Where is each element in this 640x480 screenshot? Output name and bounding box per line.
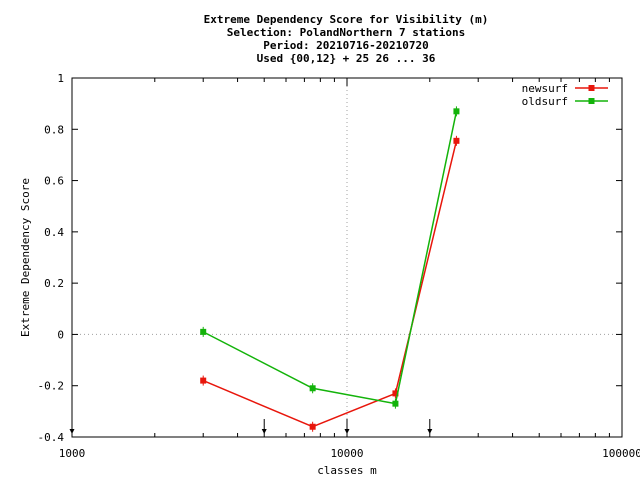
- series-line-newsurf: [202, 140, 458, 428]
- series: [200, 106, 460, 432]
- chart-title-line: Extreme Dependency Score for Visibility …: [204, 13, 489, 26]
- y-tick-label: 0.6: [44, 175, 64, 188]
- x-axis: 1000 10000 100000: [59, 78, 640, 460]
- chart-title: Extreme Dependency Score for Visibility …: [204, 13, 489, 65]
- chart-title-line: Used {00,12} + 25 26 ... 36: [257, 52, 436, 65]
- legend-marker: [588, 98, 595, 104]
- threshold-marker-arrow: [427, 429, 433, 434]
- series-line-oldsurf: [202, 111, 458, 405]
- legend-marker: [588, 85, 595, 91]
- x-tick-label: 10000: [330, 447, 363, 460]
- x-tick-label: 100000: [602, 447, 640, 460]
- grid: [72, 78, 622, 437]
- y-tick-label: 0.8: [44, 123, 64, 136]
- y-axis-label: Extreme Dependency Score: [19, 178, 32, 337]
- y-tick-label: -0.4: [38, 431, 65, 444]
- threshold-marker-arrow: [344, 429, 350, 434]
- x-axis-label: classes m: [317, 464, 377, 477]
- y-tick-label: 0: [57, 328, 64, 341]
- chart-title-line: Selection: PolandNorthern 7 stations: [227, 26, 465, 39]
- legend-label: newsurf: [522, 82, 568, 95]
- y-tick-label: 0.4: [44, 226, 64, 239]
- y-tick-label: -0.2: [38, 380, 65, 393]
- y-tick-label: 1: [57, 72, 64, 85]
- chart-title-line: Period: 20210716-20210720: [263, 39, 429, 52]
- threshold-marker-arrow: [69, 429, 75, 434]
- threshold-marker-arrow: [261, 429, 267, 434]
- y-tick-label: 0.2: [44, 277, 64, 290]
- x-tick-label: 1000: [59, 447, 86, 460]
- threshold-markers: [69, 419, 433, 434]
- plot-area: [71, 77, 623, 438]
- legend-label: oldsurf: [522, 95, 568, 108]
- y-axis: -0.4 -0.2 0 0.2 0.4 0.6 0.8 1: [38, 72, 622, 444]
